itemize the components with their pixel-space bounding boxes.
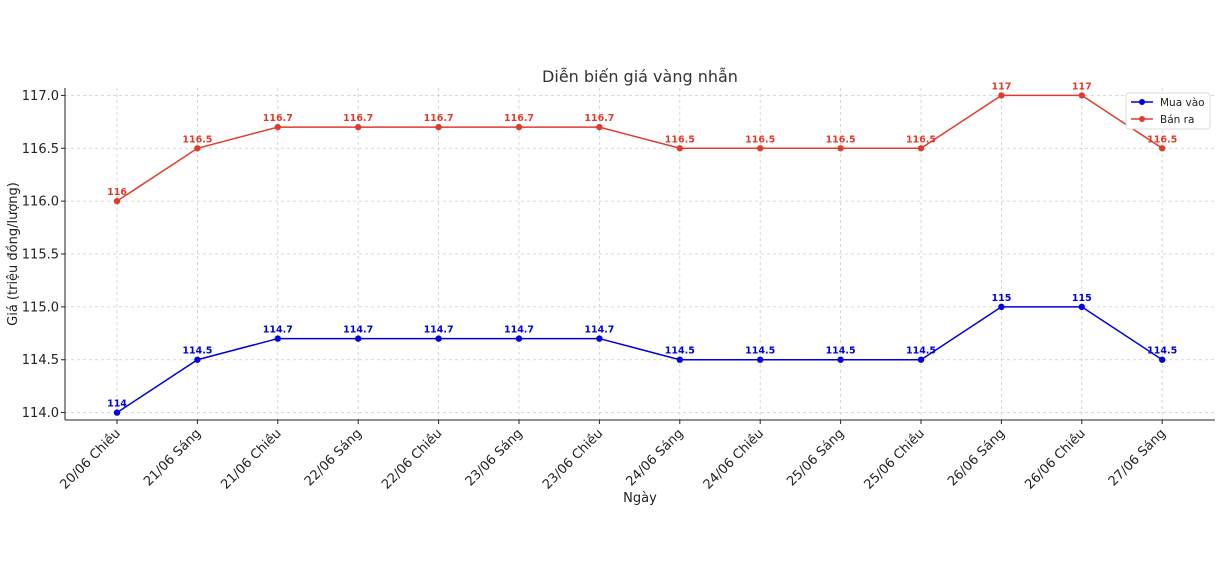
x-tick-label: 24/06 Sáng — [623, 426, 686, 489]
data-label: 114.7 — [424, 325, 454, 336]
legend-label-ban-ra: Bán ra — [1160, 114, 1194, 126]
data-label: 116.5 — [906, 134, 936, 145]
data-label: 114.5 — [665, 346, 695, 357]
x-tick-label: 26/06 Chiều — [1022, 426, 1088, 492]
y-tick-label: 116.5 — [22, 142, 59, 157]
data-label: 114.5 — [1147, 346, 1177, 357]
x-tick-label: 20/06 Chiều — [58, 426, 124, 492]
data-point — [515, 123, 523, 131]
data-label: 114.5 — [906, 346, 936, 357]
data-point — [194, 145, 201, 152]
data-point — [596, 335, 603, 342]
data-point — [757, 145, 764, 152]
data-label: 116.7 — [263, 113, 293, 124]
legend: Mua vào Bán ra — [1125, 92, 1211, 130]
x-tick-label: 22/06 Chiều — [379, 426, 445, 492]
data-label: 116.5 — [665, 134, 695, 145]
data-point — [1078, 92, 1086, 99]
data-label: 115 — [991, 293, 1011, 304]
data-label: 114 — [107, 399, 127, 410]
x-tick-label: 23/06 Chiều — [540, 426, 606, 492]
data-label: 114.7 — [263, 325, 293, 336]
data-point — [917, 145, 925, 152]
data-label: 116 — [107, 187, 127, 198]
series-1: 116 116.5 116.7 116.7 116.7 116.7 116.7 116.5 11… — [107, 81, 1177, 205]
data-label: 114.5 — [826, 346, 856, 357]
y-tick-label: 116.0 — [22, 195, 59, 210]
x-tick-label: 25/06 Sáng — [784, 426, 847, 489]
data-point — [596, 123, 603, 131]
data-point — [194, 356, 201, 363]
x-tick-label: 26/06 Sáng — [945, 426, 1008, 489]
x-tick-label: 23/06 Sáng — [463, 426, 526, 489]
data-point — [274, 335, 281, 342]
x-tick-label: 22/06 Sáng — [302, 426, 365, 489]
data-point — [676, 356, 683, 363]
x-ticks: 20/06 Chiều 21/06 Sáng 21/06 Chiều 22/06 Sá… — [58, 420, 1169, 493]
data-point — [113, 409, 121, 416]
x-tick-label: 24/06 Chiều — [701, 426, 767, 492]
y-tick-label: 114.5 — [22, 353, 59, 368]
series-layer: 114 114.5 114.7 114.7 114.7 114.7 114.7 114.5 11… — [107, 81, 1177, 416]
data-point — [676, 145, 683, 152]
data-point — [515, 335, 523, 342]
y-tick-label: 115.0 — [22, 300, 59, 315]
x-tick-label: 21/06 Chiều — [218, 426, 284, 492]
data-point — [274, 123, 281, 131]
data-label: 116.5 — [826, 134, 856, 145]
data-label: 114.7 — [504, 325, 534, 336]
data-label: 117 — [991, 81, 1011, 92]
data-label: 115 — [1072, 293, 1092, 304]
data-point — [837, 145, 844, 152]
data-label: 116.7 — [584, 113, 614, 124]
data-label: 114.5 — [182, 346, 212, 357]
y-tick-label: 114.0 — [22, 406, 59, 421]
data-point — [113, 197, 121, 205]
data-point — [998, 92, 1005, 99]
data-label: 116.5 — [1147, 134, 1177, 145]
series-0: 114 114.5 114.7 114.7 114.7 114.7 114.7 114.5 11… — [107, 293, 1177, 416]
data-label: 117 — [1072, 81, 1092, 92]
y-tick-label: 115.5 — [22, 248, 59, 263]
data-point — [1159, 145, 1166, 152]
x-axis-label: Ngày — [623, 491, 657, 506]
data-label: 114.5 — [745, 346, 775, 357]
data-point — [998, 303, 1005, 311]
y-tick-label: 117.0 — [22, 89, 59, 104]
data-label: 116.7 — [504, 113, 534, 124]
data-label: 116.7 — [424, 113, 454, 124]
x-tick-label: 25/06 Chiều — [862, 426, 928, 492]
y-ticks: 114.0 114.5 115.0 115.5 116.0 116.5 117.0 — [22, 89, 65, 421]
data-point — [1159, 356, 1166, 363]
data-label: 116.5 — [182, 134, 212, 145]
data-label: 114.7 — [584, 325, 614, 336]
x-tick-label: 27/06 Sáng — [1106, 426, 1169, 489]
data-label: 116.7 — [343, 113, 373, 124]
data-label: 114.7 — [343, 325, 373, 336]
data-label: 116.5 — [745, 134, 775, 145]
data-point — [837, 356, 844, 363]
data-point — [435, 335, 442, 342]
grid-layer — [65, 88, 1215, 420]
data-point — [355, 123, 362, 131]
series-line — [116, 94, 1163, 202]
data-point — [1078, 303, 1086, 311]
data-point — [435, 123, 442, 131]
data-point — [757, 356, 764, 363]
x-tick-label: 21/06 Sáng — [141, 426, 204, 489]
chart-title: Diễn biến giá vàng nhẫn — [542, 67, 738, 86]
legend-label-mua-vao: Mua vào — [1160, 97, 1205, 109]
data-point — [917, 356, 925, 363]
series-line — [116, 306, 1163, 414]
legend-marker-mua-vao — [1139, 99, 1145, 105]
y-axis-label: Giá (triệu đồng/lượng) — [6, 182, 21, 326]
data-point — [355, 335, 362, 342]
legend-marker-ban-ra — [1139, 116, 1145, 122]
